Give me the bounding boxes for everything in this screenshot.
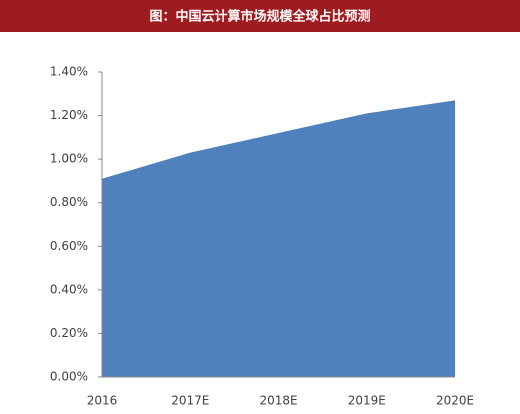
chart-title: 图：中国云计算市场规模全球占比预测 [149,9,370,25]
y-tick-label: 1.00% [50,152,88,166]
y-tick-label: 0.80% [50,195,88,209]
y-tick-label: 1.40% [50,65,88,79]
y-tick-label: 1.20% [50,108,88,122]
x-tick-label: 2018E [259,394,297,408]
y-tick-label: 0.60% [50,239,88,253]
x-tick-label: 2020E [436,394,474,408]
x-tick-label: 2019E [348,394,386,408]
y-tick-label: 0.00% [50,370,88,384]
x-tick-label: 2016 [87,394,118,408]
title-bar [0,0,520,32]
x-tick-label: 2017E [171,394,209,408]
y-tick-label: 0.20% [50,326,88,340]
y-tick-label: 0.40% [50,282,88,296]
area [102,100,455,378]
